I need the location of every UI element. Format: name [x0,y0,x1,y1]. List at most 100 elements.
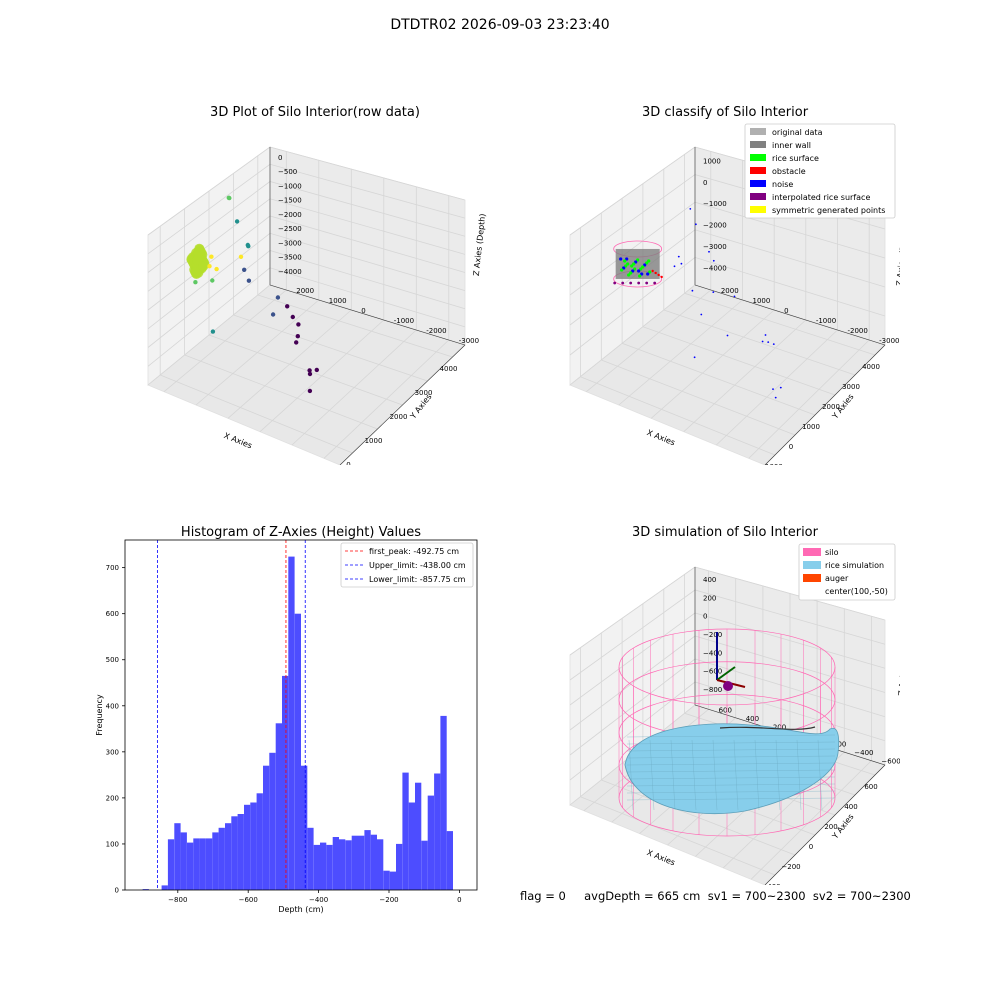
classified-point [648,270,652,274]
z-tick-label: 200 [703,594,716,602]
scatter-point [314,367,319,373]
obstacle-point [660,275,663,279]
x-tick-label: −200 [781,863,800,871]
histogram-bar [421,840,428,890]
obstacle-point [654,271,657,275]
raw-data-3d-plot: 3D Plot of Silo Interior(row data) 0 1000 2… [147,105,487,465]
histogram-bar [313,844,320,890]
x-tick-label: 2000 [822,403,840,411]
rice-mesh-line [626,776,836,780]
histogram-bar [408,802,415,890]
rice-mesh-line [670,739,676,811]
histogram-bar [174,823,181,890]
x-gridline [257,155,453,358]
histogram-bar [225,823,232,890]
legend-label: inner wall [772,141,811,150]
chart-title-1: 3D Plot of Silo Interior(row data) [210,105,420,120]
y-axis-line [694,284,886,346]
rice-mesh-line [626,748,836,752]
x-tick-label: 4000 [440,365,458,373]
y-tick-label: 200 [106,794,119,802]
chart-title-3: Histogram of Z-Axies (Height) Values [181,525,421,540]
y-tick-label: 100 [106,840,119,848]
histogram-bar [301,765,308,890]
histogram-bar [383,870,390,890]
noise-point [726,334,729,337]
scatter-point [207,264,212,269]
z-tick-label: 0 [278,154,282,162]
z-tick-label: 0 [703,613,707,621]
rice-mesh-line [691,739,697,811]
scatter-point [210,278,215,283]
histogram-bar [320,842,327,890]
classified-point [639,267,643,271]
classified-point [622,266,626,270]
x-tick-label: −400 [309,896,328,904]
z-tick-label: −4000 [278,268,302,276]
legend-label: rice simulation [825,561,884,570]
x-tick-label: 400 [844,803,857,811]
classified-point [632,262,636,266]
rice-mesh-line [649,739,655,811]
x-axis-label: X Axies [223,431,254,450]
dense-cluster-point [192,255,203,266]
x-gridline [663,169,856,376]
x-gridline [600,213,796,436]
legend-label: obstacle [772,167,806,176]
noise-point [772,343,775,345]
legend-label: interpolated rice surface [772,193,870,202]
z-tick-label: −2000 [703,222,727,230]
legend-label: center(100,-50) [825,587,888,596]
histogram-bar [256,793,263,890]
noise-point [761,340,764,343]
y-tick-label: -2000 [848,327,868,335]
noise-point [772,388,774,390]
legend-swatch [750,154,766,161]
histogram-bar [180,832,187,890]
legend-swatch [750,141,766,148]
x-gridline [233,173,428,382]
chart-title-4: 3D simulation of Silo Interior [632,525,819,540]
dense-cluster-point [193,247,204,258]
x-tick-label: 200 [824,823,837,831]
x-axis-label: X Axies [646,848,677,867]
dense-cluster-point [190,267,201,278]
obstacle-point [657,273,660,277]
scatter-point [285,304,290,309]
classified-point [630,264,634,268]
noise-point [774,396,777,399]
x-gridline [621,618,816,836]
legend-swatch [750,206,766,213]
histogram-bar [396,843,403,890]
histogram-bar [370,834,377,890]
rice-mesh-line [628,739,634,811]
classified-point [625,257,629,261]
legend-swatch [750,180,766,187]
x-gridline [579,227,776,456]
classified-point [636,258,640,262]
histogram-bar [294,613,301,890]
y-tick-label: 300 [106,748,119,756]
histogram-bar [434,773,441,890]
classified-point [646,272,650,276]
histogram-bar [282,675,289,890]
histogram-bar [193,838,200,890]
legend-box [340,542,474,588]
histogram-bar [167,839,175,890]
y-tick-label: 1000 [329,297,347,305]
noise-point [677,255,680,258]
x-gridline [208,191,403,406]
x-tick-label: 3000 [842,383,860,391]
histogram-bar [402,772,409,890]
legend-3: first_peak: -492.75 cm Upper_limit: -438.… [340,542,474,588]
z-tick-label: −3500 [278,254,302,262]
histogram-bar [275,723,282,890]
x-tick-label: −800 [168,896,187,904]
legend-label: noise [772,180,793,189]
legend-label: rice surface [772,154,819,163]
rice-mesh-line [775,739,781,811]
histogram-bar [389,871,396,890]
histogram-bar [345,840,352,890]
rice-mesh-line [817,739,823,811]
